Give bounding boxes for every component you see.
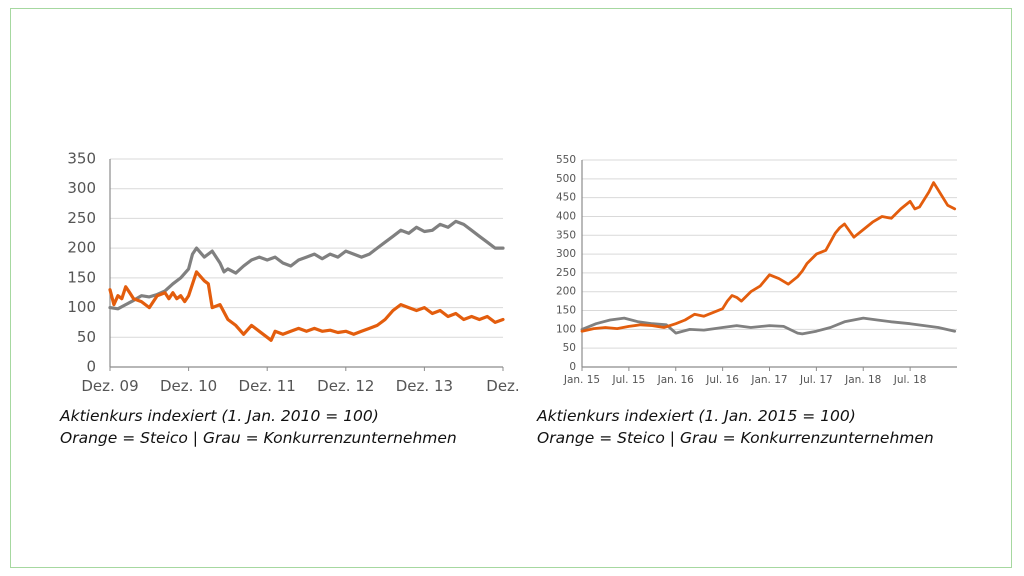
- right-chart-xtick-label: Jul. 18: [893, 374, 927, 386]
- slide-frame: [10, 8, 1012, 568]
- right-chart-ytick-label: 450: [556, 192, 576, 204]
- left-chart-ytick-label: 300: [67, 179, 96, 197]
- right-chart-xtick-label: Jan. 17: [750, 374, 787, 386]
- right-chart-ytick-label: 500: [556, 173, 576, 185]
- right-chart-ytick-label: 550: [556, 154, 576, 166]
- caption-left-line1: Aktienkurs indexiert (1. Jan. 2010 = 100…: [60, 407, 379, 425]
- left-chart-xtick-label: Dez. 10: [160, 377, 217, 395]
- left-chart-ytick-label: 150: [67, 268, 96, 286]
- left-chart-xtick-label: Dez. 11: [239, 377, 296, 395]
- right-chart-xtick-label: Jan. 15: [563, 374, 600, 386]
- right-chart-ytick-label: 350: [556, 229, 576, 241]
- right-chart-xtick-label: Jul. 17: [799, 374, 833, 386]
- left-chart-ytick-label: 350: [67, 150, 96, 168]
- left-chart-xtick-label: Dez.: [486, 377, 519, 395]
- left-chart-ytick-label: 50: [77, 328, 96, 346]
- left-chart-ytick-label: 100: [67, 298, 96, 316]
- right-chart-xtick-label: Jul. 16: [705, 374, 739, 386]
- right-chart-ytick-label: 400: [556, 210, 576, 222]
- caption-left-line2: Orange = Steico | Grau = Konkurrenzunter…: [60, 429, 457, 447]
- caption-right-line2: Orange = Steico | Grau = Konkurrenzunter…: [537, 429, 934, 447]
- right-chart-ytick-label: 300: [556, 248, 576, 260]
- right-chart-ytick-label: 150: [556, 305, 576, 317]
- left-chart-ytick-label: 0: [86, 358, 96, 376]
- left-chart-ytick-label: 250: [67, 209, 96, 227]
- right-chart-ytick-label: 100: [556, 323, 576, 335]
- left-chart-series-competitors-line: [108, 219, 505, 311]
- left-chart-xtick-label: Dez. 12: [317, 377, 374, 395]
- chart-steico-2009-2014: 0 50 100 150 200 250 300 350 Dez. 09 Dez. 10 Dez. …: [67, 150, 519, 396]
- right-chart-xtick-label: Jan. 18: [844, 374, 881, 386]
- left-chart-series-steico-line: [108, 270, 505, 342]
- right-chart-series-competitors-line: [580, 316, 957, 336]
- right-chart-ytick-label: 200: [556, 286, 576, 298]
- caption-right-line1: Aktienkurs indexiert (1. Jan. 2015 = 100…: [537, 407, 856, 425]
- caption-right: Aktienkurs indexiert (1. Jan. 2015 = 100…: [537, 405, 934, 449]
- right-chart-xtick-label: Jul. 15: [612, 374, 646, 386]
- right-chart-ytick-label: 50: [563, 342, 576, 354]
- left-chart-xtick-label: Dez. 13: [396, 377, 453, 395]
- right-chart-xtick-label: Jan. 16: [657, 374, 695, 386]
- right-chart-ytick-label: 250: [556, 267, 576, 279]
- left-chart-ytick-label: 200: [67, 239, 96, 257]
- right-chart-ytick-label: 0: [569, 361, 576, 373]
- chart-steico-2015-2018: 0 50 100 150 200 250 300 350 400 450 500 550 Jan. 15…: [556, 154, 957, 386]
- caption-left: Aktienkurs indexiert (1. Jan. 2010 = 100…: [60, 405, 457, 449]
- right-chart-series-steico-line: [580, 181, 957, 333]
- left-chart-xtick-label: Dez. 09: [81, 377, 138, 395]
